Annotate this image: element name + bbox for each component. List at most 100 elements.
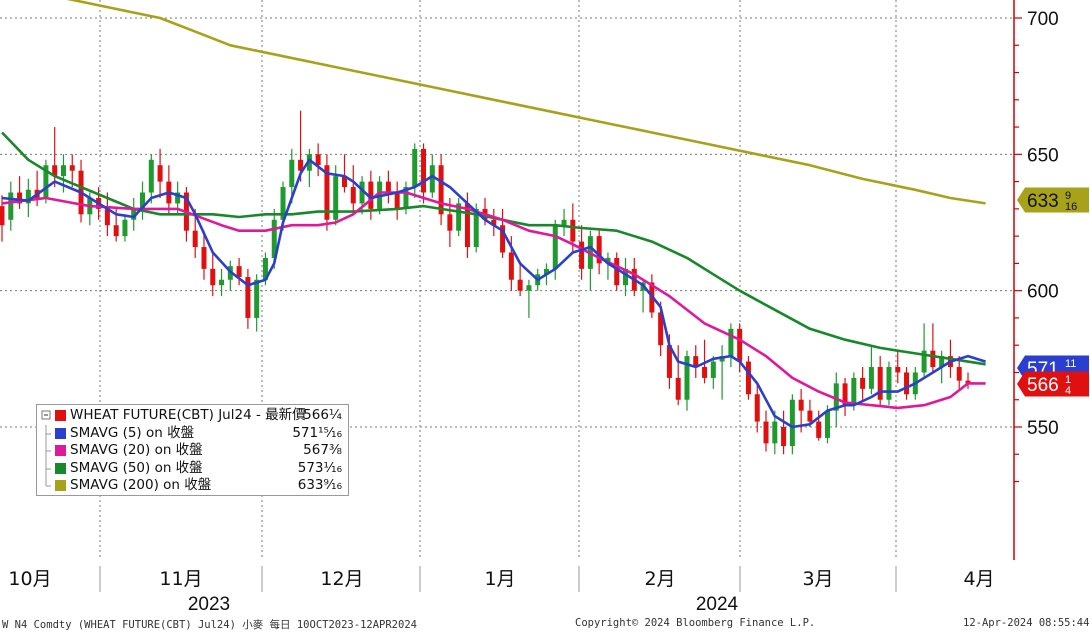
candle-body	[842, 383, 848, 406]
candle-body	[877, 367, 883, 400]
legend-label: SMAVG (5) on 收盤	[70, 424, 195, 441]
candle-body	[570, 219, 576, 242]
candle-body	[666, 345, 672, 378]
candle-body	[17, 192, 23, 204]
candle-body	[447, 214, 453, 231]
price-tag: 566 14	[1017, 371, 1089, 397]
price-tag-value: 566	[1027, 375, 1059, 396]
legend-row-sma50: SMAVG (50) on 收盤 573¹⁄₁₆	[37, 459, 348, 478]
price-tag: 633 916	[1017, 187, 1089, 213]
candle-body	[122, 219, 128, 237]
candle-body	[368, 181, 374, 209]
sma50-line	[1, 131, 986, 366]
legend-row-sma5: SMAVG (5) on 收盤 571¹⁵⁄₁₆	[37, 424, 348, 443]
candle-body	[429, 165, 435, 193]
sma200-line	[66, 0, 986, 205]
candle-body	[0, 206, 5, 226]
x-month-label: 2月	[644, 568, 675, 590]
price-axis: 550 600 650 700	[1013, 0, 1059, 560]
candle-body	[210, 268, 216, 286]
x-year-label: 2024	[696, 594, 739, 615]
candle-body	[306, 154, 312, 171]
candle-body	[658, 312, 664, 346]
candle-body	[403, 187, 409, 209]
candle-body	[921, 350, 927, 373]
time-axis: 10月 11月 12月 1月 2月 3月 4月 2023 2024	[8, 566, 995, 615]
candle-body	[438, 165, 444, 215]
candle-body	[491, 219, 497, 226]
candle-body	[702, 367, 708, 378]
candle-body	[737, 328, 743, 362]
candle-body	[895, 367, 901, 373]
candle-body	[868, 367, 874, 389]
legend-tree-line-icon	[41, 477, 51, 495]
candle-body	[324, 165, 330, 220]
candle-body	[289, 159, 295, 188]
legend-row-sma200: SMAVG (200) on 收盤 633⁹⁄₁₆	[37, 477, 348, 495]
candle-body	[60, 165, 66, 177]
candle-body	[113, 225, 119, 237]
legend-swatch	[55, 462, 66, 474]
moving-averages	[1, 0, 986, 429]
candle-body	[561, 219, 567, 226]
legend-swatch	[55, 427, 66, 439]
legend-tree-line-icon	[41, 442, 51, 460]
legend-label: SMAVG (200) on 收盤	[70, 477, 212, 493]
candle-body	[965, 380, 971, 384]
legend-value: 566¼	[303, 407, 342, 423]
y-tick-label: 700	[1027, 9, 1059, 30]
candle-body	[104, 208, 110, 226]
candle-body	[807, 410, 813, 422]
legend-value: 573¹⁄₁₆	[297, 459, 342, 476]
price-tag-frac-den: 16	[1065, 201, 1077, 213]
candle-body	[192, 230, 198, 248]
candle-body	[956, 367, 962, 381]
footer-timestamp: 12-Apr-2024 08:55:44	[963, 617, 1090, 629]
candle-body	[833, 383, 839, 411]
candle-body	[280, 187, 286, 220]
x-month-label: 1月	[484, 568, 515, 590]
legend-label: SMAVG (50) on 收盤	[70, 459, 203, 476]
x-month-label: 4月	[963, 568, 994, 590]
candle-body	[745, 361, 751, 395]
legend-tree-line-icon	[41, 459, 51, 478]
y-tick-label: 600	[1027, 282, 1059, 303]
candle-body	[271, 219, 277, 258]
candle-body	[43, 165, 49, 198]
legend-swatch	[55, 410, 66, 421]
candle-body	[684, 356, 690, 400]
candle-body	[245, 277, 251, 318]
candle-body	[385, 181, 391, 193]
candle-body	[219, 279, 225, 286]
candle-body	[394, 192, 400, 209]
candle-body	[754, 394, 760, 422]
candle-body	[500, 225, 506, 253]
legend-collapse-icon[interactable]	[41, 407, 51, 425]
price-tag-value: 633	[1027, 191, 1059, 212]
y-tick-label: 550	[1027, 418, 1059, 439]
candle-body	[25, 189, 31, 204]
candle-body	[350, 187, 356, 204]
price-tag-bg	[1017, 371, 1089, 397]
candle-body	[939, 356, 945, 368]
candle-body	[772, 421, 778, 444]
legend-swatch	[55, 480, 66, 491]
candle-body	[52, 165, 58, 177]
legend-value: 633⁹⁄₁₆	[297, 477, 342, 493]
legend-tree-line-icon	[41, 424, 51, 443]
candle-body	[148, 159, 154, 193]
candle-body	[614, 257, 620, 286]
candle-body	[824, 410, 830, 438]
candle-body	[359, 181, 365, 204]
candle-body	[8, 192, 14, 220]
candle-body	[464, 203, 470, 248]
candle-body	[473, 208, 479, 248]
legend-label: SMAVG (20) on 收盤	[70, 442, 203, 458]
candle-body	[421, 148, 427, 193]
candle-body	[710, 361, 716, 378]
candle-body	[236, 266, 242, 278]
candle-body	[262, 257, 268, 280]
candle-body	[412, 148, 418, 188]
candle-body	[860, 377, 866, 389]
